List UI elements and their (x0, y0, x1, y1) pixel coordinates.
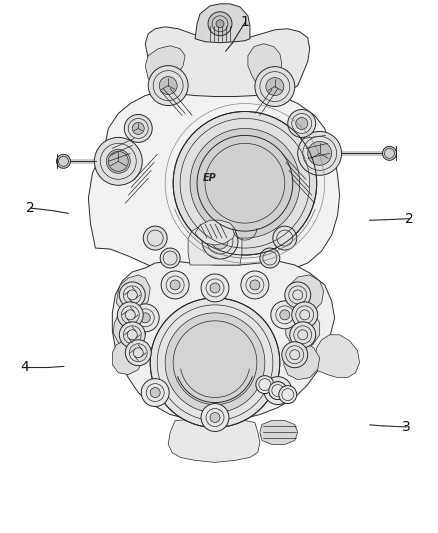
Text: 1: 1 (241, 15, 250, 29)
Text: 3: 3 (403, 420, 411, 434)
Circle shape (210, 413, 220, 423)
Circle shape (298, 132, 342, 175)
Circle shape (266, 78, 284, 95)
Polygon shape (113, 308, 147, 345)
Circle shape (124, 115, 152, 142)
Polygon shape (195, 220, 236, 245)
Circle shape (279, 385, 297, 403)
Circle shape (119, 282, 145, 308)
Circle shape (160, 248, 180, 268)
Circle shape (250, 280, 260, 290)
Polygon shape (195, 4, 250, 43)
Text: 2: 2 (405, 212, 413, 225)
Circle shape (117, 302, 143, 328)
Circle shape (212, 233, 228, 249)
Text: 2: 2 (26, 201, 35, 215)
Polygon shape (260, 421, 298, 445)
Circle shape (210, 283, 220, 293)
Text: 4: 4 (20, 360, 29, 375)
Circle shape (150, 387, 160, 398)
Circle shape (125, 340, 151, 366)
Circle shape (308, 141, 332, 165)
Circle shape (165, 313, 265, 413)
Circle shape (273, 226, 297, 250)
Circle shape (255, 67, 295, 107)
Polygon shape (117, 275, 150, 313)
Circle shape (280, 310, 290, 320)
Circle shape (150, 298, 280, 427)
Circle shape (119, 322, 145, 348)
Polygon shape (284, 343, 320, 379)
Polygon shape (288, 275, 324, 313)
Circle shape (241, 271, 269, 299)
Circle shape (285, 282, 311, 308)
Circle shape (208, 12, 232, 36)
Circle shape (216, 20, 224, 28)
Circle shape (140, 313, 150, 323)
Polygon shape (145, 27, 310, 96)
Polygon shape (112, 339, 143, 375)
Circle shape (95, 138, 142, 185)
Circle shape (161, 271, 189, 299)
Polygon shape (248, 44, 282, 88)
Polygon shape (112, 261, 335, 423)
Polygon shape (314, 335, 360, 378)
Polygon shape (286, 309, 320, 349)
Circle shape (170, 280, 180, 290)
Circle shape (288, 109, 316, 138)
Circle shape (190, 128, 300, 238)
Circle shape (260, 248, 280, 268)
Polygon shape (145, 46, 185, 88)
Polygon shape (188, 226, 242, 265)
Circle shape (173, 111, 317, 255)
Circle shape (131, 304, 159, 332)
Circle shape (292, 302, 318, 328)
Circle shape (296, 117, 308, 130)
Circle shape (201, 403, 229, 432)
Circle shape (159, 77, 177, 94)
Circle shape (202, 223, 238, 259)
Circle shape (143, 226, 167, 250)
Circle shape (264, 377, 292, 405)
Circle shape (201, 274, 229, 302)
Circle shape (106, 149, 130, 173)
Circle shape (57, 155, 71, 168)
Polygon shape (168, 419, 260, 462)
Polygon shape (88, 87, 339, 279)
Circle shape (382, 147, 396, 160)
Circle shape (256, 376, 274, 393)
Circle shape (290, 322, 316, 348)
Circle shape (141, 378, 169, 407)
Circle shape (282, 342, 308, 368)
Text: EP: EP (203, 173, 217, 183)
Circle shape (271, 301, 299, 329)
Circle shape (269, 382, 287, 400)
Circle shape (273, 385, 283, 395)
Circle shape (148, 66, 188, 106)
Circle shape (132, 123, 144, 134)
